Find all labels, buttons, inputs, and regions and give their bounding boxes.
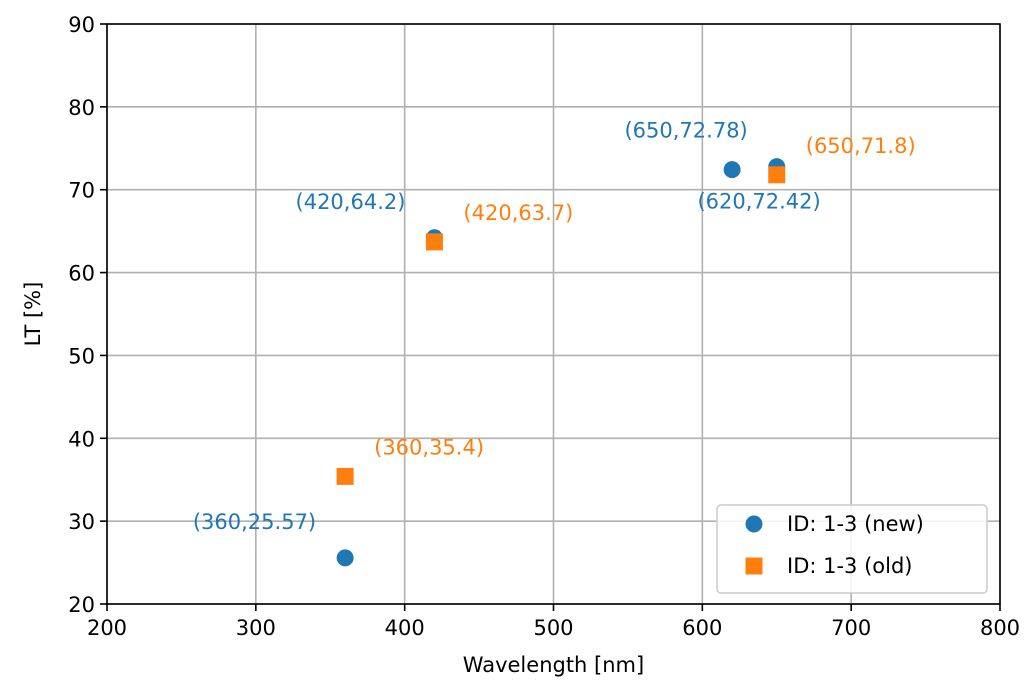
- y-tick-label: 40: [68, 427, 95, 451]
- annotation-label: (620,72.42): [697, 190, 820, 214]
- x-axis-label: Wavelength [nm]: [463, 653, 644, 677]
- legend-box: [716, 504, 988, 594]
- data-point-new: [723, 161, 741, 179]
- y-tick-label: 20: [68, 593, 95, 617]
- x-tick-label: 200: [87, 616, 127, 640]
- y-tick-label: 50: [68, 344, 95, 368]
- axis-tick-labels: 200 300 400 500 600 700 800 20 30 40 50 60 70 80 90: [68, 13, 1020, 640]
- axis-ticks: [100, 23, 1001, 611]
- data-points: [336, 158, 786, 567]
- legend-marker-old: [745, 557, 763, 575]
- annotation-label: (650,72.78): [624, 119, 747, 143]
- y-tick-label: 30: [68, 510, 95, 534]
- data-point-old: [768, 166, 786, 184]
- y-tick-label: 60: [68, 262, 95, 286]
- y-axis-label: LT [%]: [21, 282, 45, 347]
- annotation-label: (420,64.2): [296, 190, 406, 214]
- y-tick-label: 90: [68, 13, 95, 37]
- data-point-old: [425, 233, 443, 251]
- x-tick-label: 800: [980, 616, 1020, 640]
- x-tick-label: 700: [831, 616, 871, 640]
- point-annotations: (360,25.57) (420,64.2) (620,72.42) (650,72.…: [193, 119, 916, 534]
- y-tick-label: 80: [68, 96, 95, 120]
- data-point-old: [336, 467, 354, 485]
- legend: ID: 1-3 (new) ID: 1-3 (old): [716, 504, 988, 594]
- annotation-label: (360,25.57): [193, 510, 316, 534]
- annotation-label: (420,63.7): [463, 201, 573, 225]
- legend-label-new: ID: 1-3 (new): [787, 512, 924, 536]
- x-tick-label: 500: [533, 616, 573, 640]
- y-tick-label: 70: [68, 179, 95, 203]
- data-point-new: [336, 549, 354, 567]
- x-tick-label: 400: [385, 616, 425, 640]
- legend-label-old: ID: 1-3 (old): [787, 554, 913, 578]
- legend-marker-new: [745, 515, 763, 533]
- grid-lines: [106, 23, 1001, 605]
- x-tick-label: 300: [236, 616, 276, 640]
- annotation-label: (650,71.8): [806, 134, 916, 158]
- annotation-label: (360,35.4): [374, 435, 484, 459]
- x-tick-label: 600: [682, 616, 722, 640]
